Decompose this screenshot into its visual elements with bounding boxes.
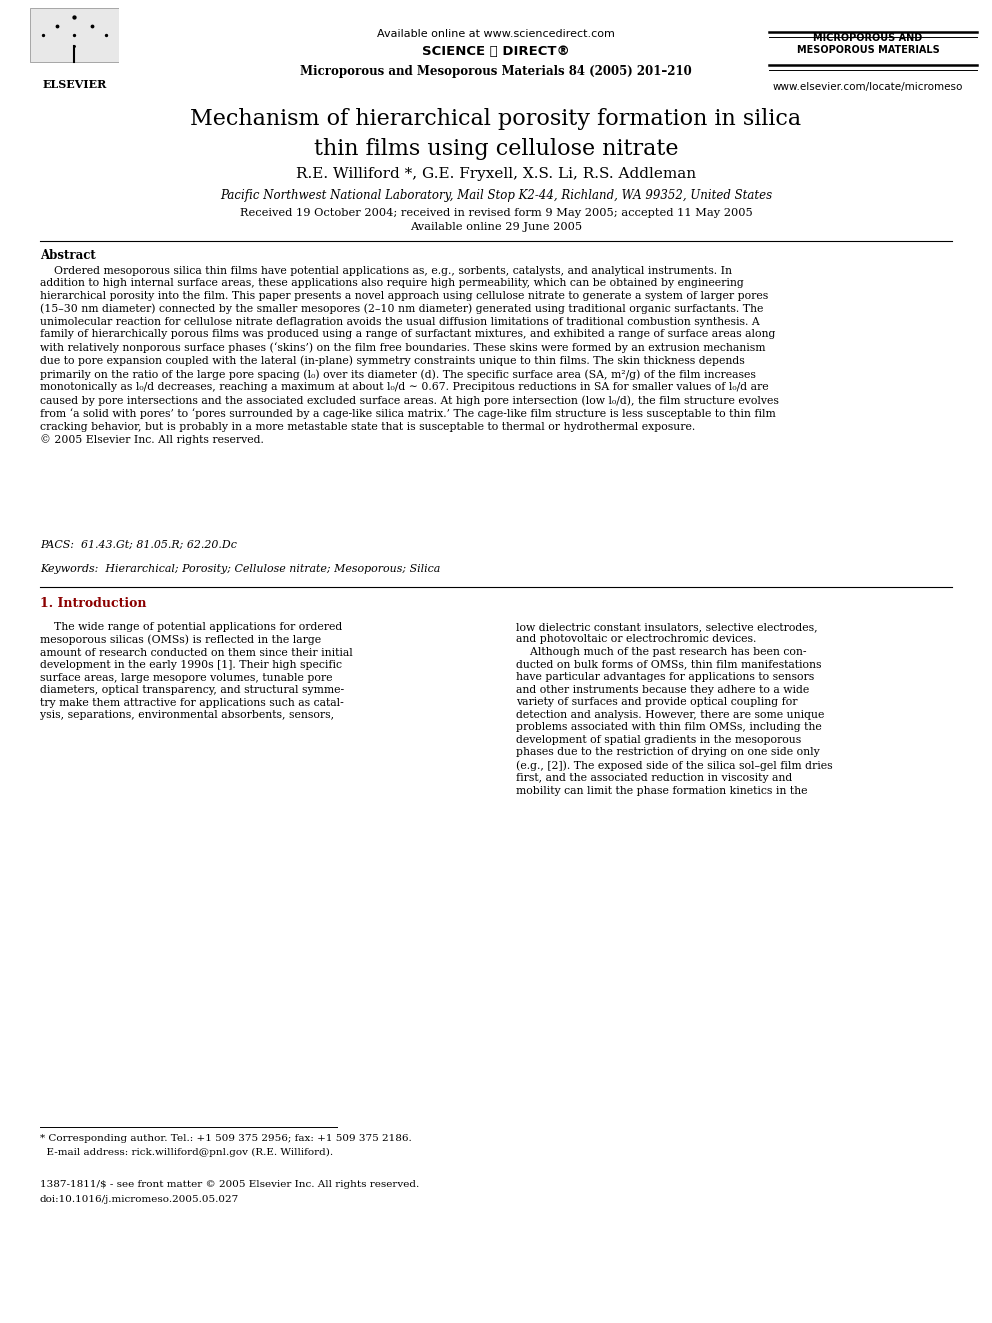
Text: MICROPOROUS AND
MESOPOROUS MATERIALS: MICROPOROUS AND MESOPOROUS MATERIALS xyxy=(797,33,939,56)
Text: * Corresponding author. Tel.: +1 509 375 2956; fax: +1 509 375 2186.: * Corresponding author. Tel.: +1 509 375… xyxy=(40,1134,412,1143)
Text: Ordered mesoporous silica thin films have potential applications as, e.g., sorbe: Ordered mesoporous silica thin films hav… xyxy=(40,266,779,446)
Text: 1. Introduction: 1. Introduction xyxy=(40,597,146,610)
Text: E-mail address: rick.williford@pnl.gov (R.E. Williford).: E-mail address: rick.williford@pnl.gov (… xyxy=(40,1148,332,1158)
Text: Mechanism of hierarchical porosity formation in silica
thin films using cellulos: Mechanism of hierarchical porosity forma… xyxy=(190,108,802,160)
Text: R.E. Williford *, G.E. Fryxell, X.S. Li, R.S. Addleman: R.E. Williford *, G.E. Fryxell, X.S. Li,… xyxy=(296,167,696,181)
Text: ELSEVIER: ELSEVIER xyxy=(43,79,106,90)
Text: low dielectric constant insulators, selective electrodes,
and photovoltaic or el: low dielectric constant insulators, sele… xyxy=(516,622,832,796)
Text: Received 19 October 2004; received in revised form 9 May 2005; accepted 11 May 2: Received 19 October 2004; received in re… xyxy=(240,208,752,232)
Text: Microporous and Mesoporous Materials 84 (2005) 201–210: Microporous and Mesoporous Materials 84 … xyxy=(301,65,691,78)
Text: 1387-1811/$ - see front matter © 2005 Elsevier Inc. All rights reserved.: 1387-1811/$ - see front matter © 2005 El… xyxy=(40,1180,419,1189)
Text: Keywords:  Hierarchical; Porosity; Cellulose nitrate; Mesoporous; Silica: Keywords: Hierarchical; Porosity; Cellul… xyxy=(40,564,439,574)
Text: doi:10.1016/j.micromeso.2005.05.027: doi:10.1016/j.micromeso.2005.05.027 xyxy=(40,1195,239,1204)
Text: www.elsevier.com/locate/micromeso: www.elsevier.com/locate/micromeso xyxy=(773,82,963,93)
Text: Pacific Northwest National Laboratory, Mail Stop K2-44, Richland, WA 99352, Unit: Pacific Northwest National Laboratory, M… xyxy=(220,189,772,202)
FancyBboxPatch shape xyxy=(30,8,119,62)
Text: Available online at www.sciencedirect.com: Available online at www.sciencedirect.co… xyxy=(377,29,615,40)
Text: PACS:  61.43.Gt; 81.05.R; 62.20.Dc: PACS: 61.43.Gt; 81.05.R; 62.20.Dc xyxy=(40,540,236,550)
Text: The wide range of potential applications for ordered
mesoporous silicas (OMSs) i: The wide range of potential applications… xyxy=(40,622,352,721)
Text: SCIENCE ⓓ DIRECT®: SCIENCE ⓓ DIRECT® xyxy=(422,45,570,58)
Text: Abstract: Abstract xyxy=(40,249,95,262)
